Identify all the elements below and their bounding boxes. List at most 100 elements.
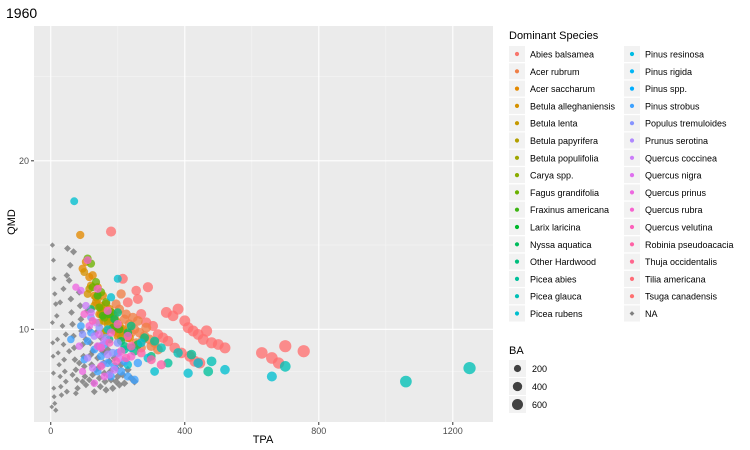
legend-item: Quercus prinus [624, 184, 707, 201]
data-point-pinus-strobus [116, 367, 126, 376]
data-point-picea-rubens [220, 364, 230, 375]
legend-item: Betula alleghaniensis [509, 97, 616, 114]
legend-label: Pinus spp. [645, 84, 687, 94]
legend-item: NA [624, 305, 658, 322]
data-point-robinia-pseudoacacia [136, 348, 146, 358]
data-point-quercus-coccinea [88, 364, 97, 372]
x-axis-label: TPA [253, 434, 274, 446]
legend-item: Fagus grandifolia [509, 184, 599, 201]
legend-label: Prunus serotina [645, 136, 708, 146]
size-legend-symbol [512, 381, 523, 392]
size-legend-label: 400 [532, 382, 547, 392]
data-point-picea-glauca [463, 361, 476, 375]
data-point-acer-rubrum [116, 289, 126, 299]
legend-item: Betula lenta [509, 115, 578, 132]
data-point-na [71, 356, 79, 363]
data-point-na [69, 371, 76, 378]
data-point-quercus-rubra [123, 331, 133, 341]
data-point-na [82, 381, 90, 389]
y-tick-label: 10 [19, 324, 29, 334]
legend-item: Picea glauca [509, 288, 582, 305]
data-point-na [80, 363, 88, 370]
legend-item: Fraxinus americana [509, 201, 609, 218]
data-point-tsuga-canadensis [297, 345, 310, 358]
data-point-na [66, 348, 73, 355]
size-legend-label: 600 [532, 400, 547, 410]
legend-item: Abies balsamea [509, 46, 594, 62]
x-tick-label: 0 [48, 426, 53, 436]
y-axis-ticks: 10 20 [19, 156, 34, 334]
legend-item: Picea rubens [509, 305, 583, 322]
data-point-picea-abies [150, 336, 160, 346]
data-point-quercus-prinus [78, 367, 87, 376]
data-point-picea-abies [186, 349, 197, 360]
data-point-na [69, 320, 76, 328]
data-point-tsuga-canadensis [279, 340, 292, 353]
data-point-populus-tremuloides [78, 330, 87, 339]
data-point-quercus-nigra [87, 308, 95, 317]
legend-swatch [629, 138, 635, 143]
legend-label: Carya spp. [530, 171, 574, 181]
data-point-na [120, 379, 129, 388]
data-point-na [58, 383, 64, 390]
data-point-quercus-velutina [97, 362, 105, 371]
legend-item: Populus tremuloides [624, 115, 727, 132]
legend-swatch [629, 155, 635, 160]
data-point-quercus-velutina [121, 353, 131, 363]
legend-item: Quercus rubra [624, 201, 703, 218]
data-point-pinus-strobus [67, 335, 75, 344]
data-point-tsuga-canadensis [256, 347, 268, 359]
legend-item: Other Hardwood [509, 253, 596, 270]
data-point-pinus-strobus [133, 358, 143, 368]
data-point-pinus-strobus [130, 375, 139, 385]
legend-swatch [629, 294, 635, 299]
data-point-acer-saccharum [85, 273, 94, 282]
legend-item: Acer saccharum [509, 80, 595, 97]
data-point-na [117, 360, 125, 369]
legend-label: Betula populifolia [530, 153, 599, 163]
data-point-picea-glauca [156, 343, 166, 353]
legend-label: Pinus rigida [645, 67, 692, 77]
legend-swatch [514, 138, 520, 143]
legend-label: Picea abies [530, 274, 577, 284]
data-point-na [51, 276, 57, 282]
legend-swatch [629, 276, 635, 281]
data-point-pinus-strobus [123, 372, 132, 381]
data-point-na [50, 353, 56, 359]
legend-label: Tsuga canadensis [645, 292, 718, 302]
legend-swatch [514, 242, 520, 247]
data-point-picea-rubens [266, 371, 277, 382]
color-legend-title: Dominant Species [509, 30, 599, 42]
legend-label: Pinus strobus [645, 101, 700, 111]
data-point-picea-rubens [136, 338, 146, 348]
data-point-picea-rubens [183, 368, 193, 378]
legend-swatch [629, 86, 635, 91]
x-tick-label: 800 [311, 426, 326, 436]
data-point-quercus-rubra [80, 310, 89, 319]
data-point-na [51, 394, 57, 400]
data-points [49, 197, 476, 413]
data-point-na [50, 257, 57, 263]
data-point-other-hardwood [126, 321, 136, 331]
data-point-pinus-strobus [97, 352, 105, 361]
size-legend-item: 200 [509, 360, 547, 377]
size-legend: 200 400 600 [509, 360, 547, 413]
data-point-na [60, 285, 67, 292]
data-point-na [64, 244, 71, 252]
data-point-quercus-rubra [106, 328, 116, 337]
data-point-na [67, 295, 75, 303]
data-point-quercus-rubra [83, 256, 92, 265]
data-point-quercus-rubra [103, 306, 112, 315]
x-tick-label: 400 [177, 426, 192, 436]
chart-title: 1960 [6, 5, 37, 21]
legend-swatch [629, 69, 635, 74]
legend-label: Thuja occidentalis [645, 257, 718, 267]
data-point-robinia-pseudoacacia [156, 360, 166, 370]
data-point-prunus-serotina [83, 354, 92, 362]
data-point-quercus-rubra [97, 343, 105, 352]
legend-swatch [629, 224, 635, 230]
data-point-na [51, 385, 57, 391]
legend-label: Fraxinus americana [530, 205, 609, 215]
